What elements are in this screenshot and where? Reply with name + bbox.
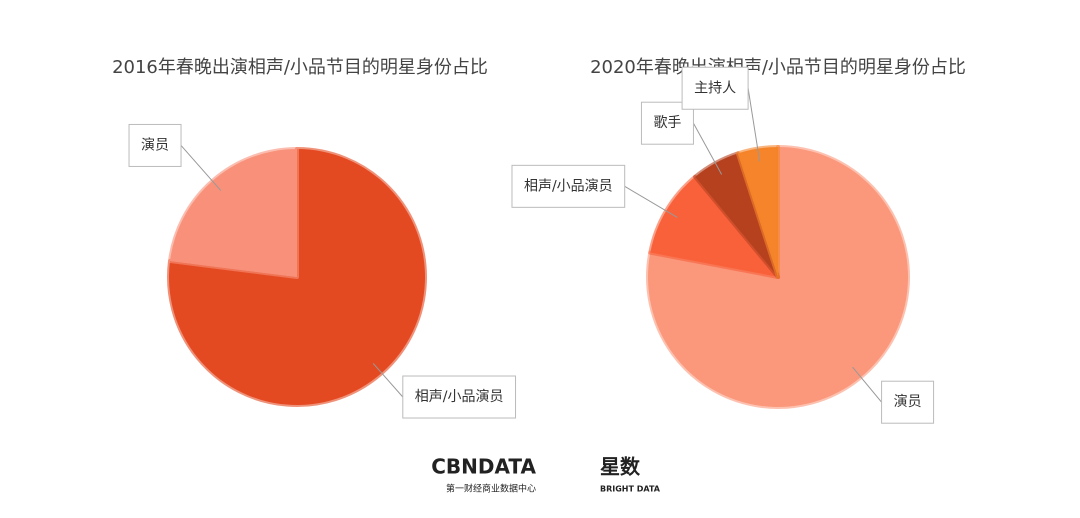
chart-title: 2016年春晚出演相声/小品节目的明星身份占比 [112,57,488,78]
slice-label: 主持人 [694,80,736,96]
pie-slice [168,147,299,279]
partner: 星数 [600,455,641,479]
slice-label: 演员 [141,137,169,153]
callout-box [681,66,749,110]
leader-line [693,122,723,175]
callout-box [128,123,182,167]
leader-line [372,363,404,398]
callout: 相声/小品演员 [402,375,517,419]
slice-label: 相声/小品演员 [415,389,504,405]
slice-label: 相声/小品演员 [524,178,613,194]
callout-box [511,164,626,208]
callout: 主持人 [681,66,749,110]
leader-line [624,185,678,218]
slice-label: 演员 [894,394,922,410]
callout: 相声/小品演员 [511,164,626,208]
leader-line [180,145,222,191]
callout: 演员 [128,123,182,167]
callout: 演员 [881,380,935,424]
brand: CBNDATA [431,455,536,479]
slice-label: 歌手 [653,115,681,131]
chart-title: 2020年春晚出演相声/小品节目的明星身份占比 [590,57,966,78]
callout-box [402,375,517,419]
partner-sub: BRIGHT DATA [600,485,661,494]
leader-line [852,366,882,403]
brand-sub: 第一财经商业数据中心 [446,483,536,495]
leader-line [747,88,761,162]
callout-box [881,380,935,424]
